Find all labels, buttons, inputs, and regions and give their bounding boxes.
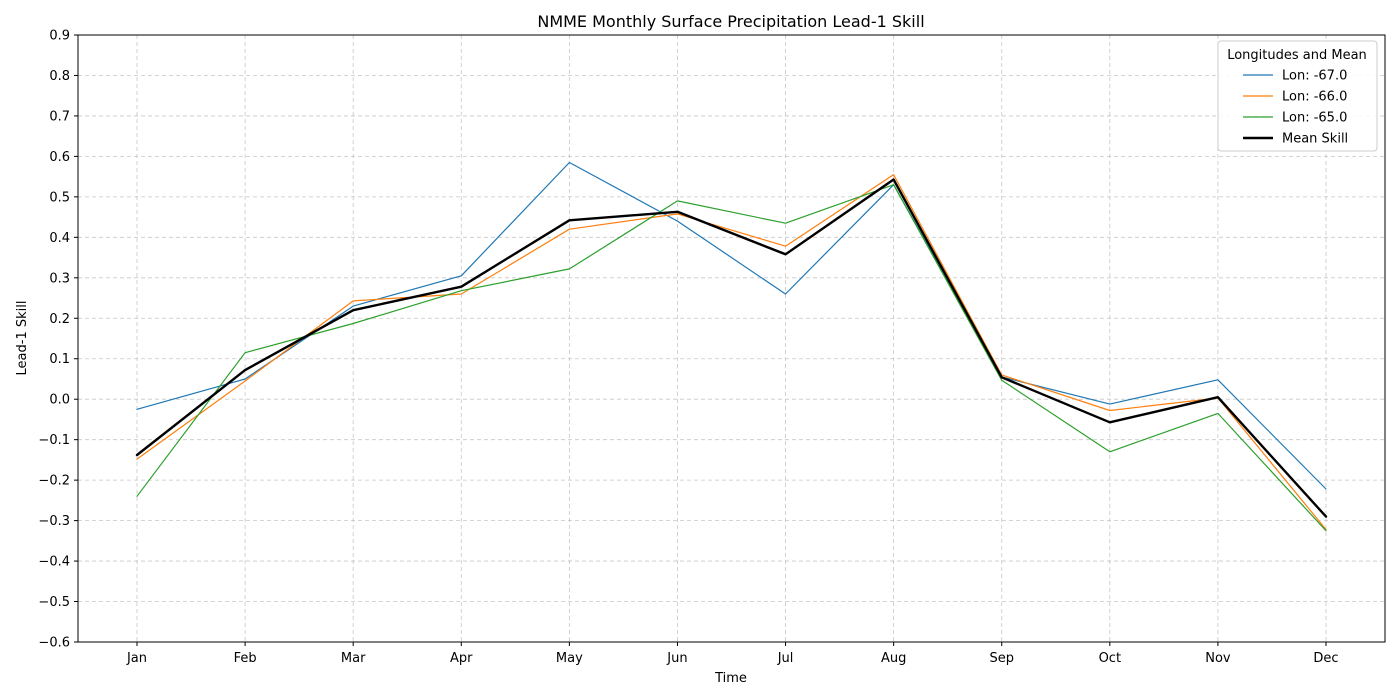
legend-label: Lon: -66.0 [1282,90,1347,105]
y-tick-label: 0.0 [49,393,70,408]
x-tick-label: May [556,651,583,666]
y-tick-label: −0.5 [38,595,70,610]
series-line-1 [136,161,1327,490]
legend-box [1217,40,1378,152]
x-tick-label: Oct [1099,651,1121,666]
series-line-3 [136,184,1327,532]
y-tick-label: −0.6 [38,636,70,651]
legend: Longitudes and Mean Lon: -67.0 Lon: -66.0… [1217,40,1378,152]
y-tick-label: 0.6 [49,150,70,165]
y-tick-label: 0.8 [49,69,70,84]
legend-label: Mean Skill [1282,132,1348,147]
legend-label: Lon: -65.0 [1282,111,1347,126]
x-tick-label: Dec [1313,651,1338,666]
series-line-mean [135,178,1328,518]
y-tick-label: 0.5 [49,190,70,205]
y-tick-label: 0.9 [49,29,70,44]
x-tick-label: Apr [450,651,473,666]
x-tick-label: Mar [341,651,366,666]
legend-entries: Lon: -67.0 Lon: -66.0 Lon: -65.0 Mean Skill [1243,69,1348,147]
x-tick-label: Sep [989,651,1014,666]
x-tick-label: Jan [126,651,147,666]
y-tick-label: 0.2 [49,312,70,327]
x-tick-label: Aug [881,651,906,666]
series-line-2 [136,174,1327,531]
x-tick-label: Nov [1205,651,1231,666]
plot-series [135,161,1328,532]
x-axis-label: Time [714,671,747,686]
plot-frame [77,34,1386,643]
legend-label: Lon: -67.0 [1282,69,1347,84]
x-tick-label: Feb [234,651,257,666]
y-tick-label: 0.7 [49,109,70,124]
axes: −0.6 −0.5 −0.4 −0.3 −0.2 −0.1 0.0 0.1 0.2 0.3 0.4 0… [38,29,1338,667]
y-tick-label: −0.1 [38,433,70,448]
chart-title: NMME Monthly Surface Precipitation Lead-… [537,12,924,31]
x-tick-label: Jul [777,651,794,666]
y-tick-label: 0.4 [49,231,70,246]
y-tick-label: −0.2 [38,474,70,489]
x-tick-label: Jun [666,651,687,666]
grid [78,34,1385,643]
legend-title: Longitudes and Mean [1227,48,1367,63]
y-tick-label: −0.4 [38,555,70,570]
y-axis-label: Lead-1 Skill [15,301,30,376]
y-tick-label: 0.3 [49,271,70,286]
y-tick-label: 0.1 [49,352,70,367]
y-tick-label: −0.3 [38,514,70,529]
